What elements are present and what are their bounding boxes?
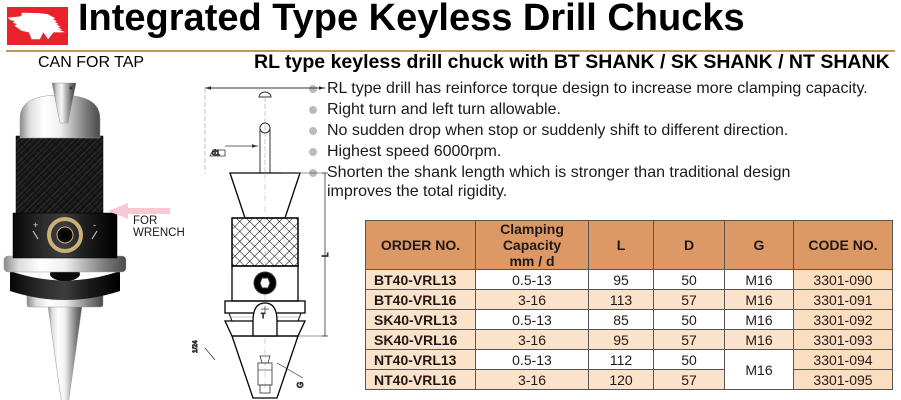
svg-text:+: + bbox=[33, 220, 38, 230]
svg-text:d1: d1 bbox=[212, 150, 220, 157]
svg-text:-: - bbox=[93, 220, 96, 230]
svg-text:1/24: 1/24 bbox=[192, 340, 199, 353]
svg-text:L: L bbox=[321, 252, 330, 257]
svg-text:T: T bbox=[261, 313, 266, 320]
svg-text:G: G bbox=[296, 382, 305, 388]
